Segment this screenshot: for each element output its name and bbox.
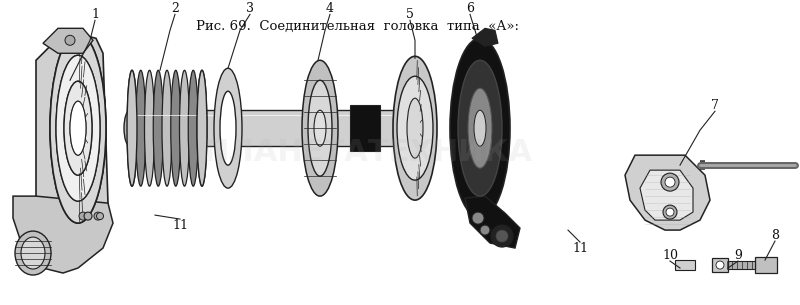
Ellipse shape [407, 98, 423, 158]
Polygon shape [36, 33, 108, 223]
Ellipse shape [79, 212, 87, 220]
Ellipse shape [50, 33, 106, 223]
Ellipse shape [124, 110, 136, 146]
Ellipse shape [70, 101, 86, 155]
Ellipse shape [65, 35, 75, 45]
Ellipse shape [197, 70, 207, 186]
Text: 4: 4 [326, 2, 334, 15]
Ellipse shape [162, 70, 172, 186]
Ellipse shape [666, 208, 674, 216]
Text: 1: 1 [91, 8, 99, 21]
Bar [675, 260, 695, 270]
Ellipse shape [480, 225, 490, 235]
Text: 2: 2 [171, 2, 179, 15]
Ellipse shape [170, 70, 181, 186]
Polygon shape [472, 28, 498, 46]
Text: 10: 10 [662, 249, 678, 262]
Ellipse shape [394, 110, 406, 146]
Ellipse shape [64, 81, 92, 175]
Ellipse shape [197, 70, 207, 186]
Ellipse shape [496, 230, 508, 242]
Ellipse shape [84, 212, 92, 220]
Ellipse shape [393, 56, 437, 200]
Ellipse shape [50, 33, 106, 223]
Text: 7: 7 [711, 99, 719, 112]
Text: 8: 8 [771, 228, 779, 242]
Ellipse shape [468, 88, 492, 168]
Bar [755, 257, 777, 273]
Text: 11: 11 [572, 242, 588, 255]
Ellipse shape [56, 55, 100, 201]
Bar [350, 105, 380, 151]
Polygon shape [43, 28, 93, 53]
Ellipse shape [665, 177, 675, 187]
Ellipse shape [145, 70, 154, 186]
Ellipse shape [179, 70, 190, 186]
Ellipse shape [458, 60, 502, 196]
Ellipse shape [97, 213, 103, 220]
Ellipse shape [15, 231, 51, 275]
Polygon shape [640, 170, 693, 220]
Text: ПЛАНЕТАТЕХНИКА: ПЛАНЕТАТЕХНИКА [203, 138, 533, 167]
Ellipse shape [716, 261, 724, 269]
Text: 11: 11 [172, 219, 188, 231]
Ellipse shape [56, 55, 100, 201]
Bar [712, 258, 728, 272]
Text: 3: 3 [246, 2, 254, 15]
Ellipse shape [474, 110, 486, 146]
Text: 6: 6 [466, 2, 474, 15]
Ellipse shape [491, 225, 513, 247]
Ellipse shape [154, 70, 163, 186]
Ellipse shape [214, 68, 242, 188]
Text: 9: 9 [734, 249, 742, 262]
Ellipse shape [472, 212, 484, 224]
Ellipse shape [308, 80, 332, 176]
Text: 5: 5 [406, 8, 414, 21]
Ellipse shape [188, 70, 198, 186]
Ellipse shape [450, 38, 510, 218]
Polygon shape [13, 196, 113, 273]
Text: Рис. 69.  Соединительная  головка  типа  «А»:: Рис. 69. Соединительная головка типа «А»… [196, 20, 519, 33]
Ellipse shape [314, 110, 326, 146]
Ellipse shape [127, 70, 137, 186]
Ellipse shape [64, 81, 92, 175]
Ellipse shape [127, 70, 137, 186]
Bar [725, 261, 755, 269]
Polygon shape [625, 155, 710, 230]
Ellipse shape [136, 70, 146, 186]
Ellipse shape [661, 173, 679, 191]
Ellipse shape [21, 237, 45, 269]
Polygon shape [465, 196, 520, 248]
Bar [130, 110, 400, 146]
Ellipse shape [220, 91, 236, 165]
Ellipse shape [663, 205, 677, 219]
Ellipse shape [302, 60, 338, 196]
Ellipse shape [70, 101, 86, 155]
Ellipse shape [94, 212, 102, 220]
Ellipse shape [397, 76, 433, 180]
